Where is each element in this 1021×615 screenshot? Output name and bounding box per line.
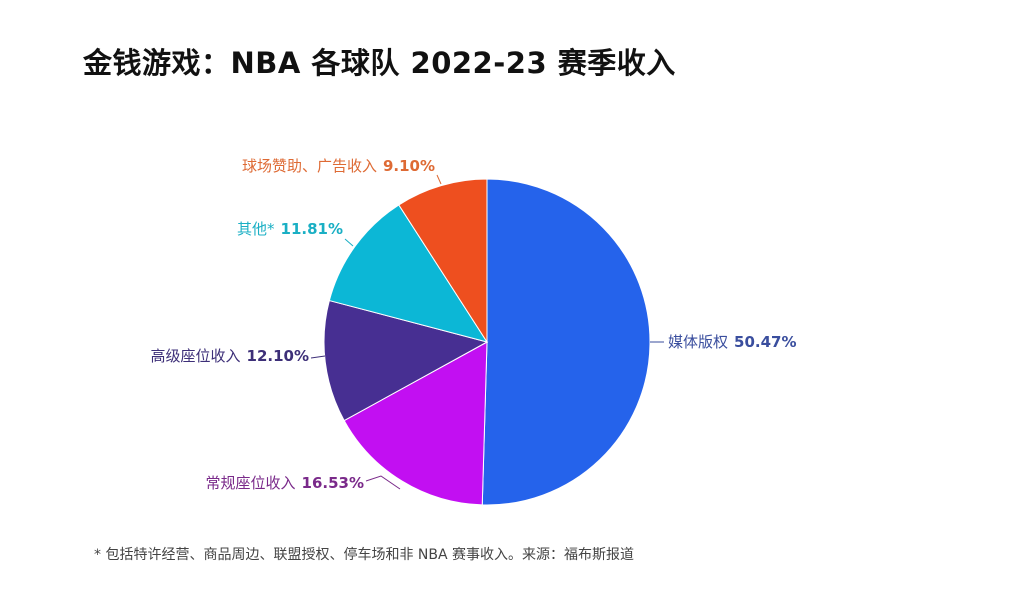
- label-value: 12.10%: [246, 347, 309, 365]
- label-name: 其他*: [237, 220, 275, 238]
- chart-title: 金钱游戏：NBA 各球队 2022-23 赛季收入: [83, 46, 676, 80]
- pie-slice: [481, 178, 651, 506]
- label-name: 常规座位收入: [205, 474, 296, 492]
- label-value: 50.47%: [734, 333, 797, 351]
- leader-line: [310, 355, 326, 359]
- label-value: 16.53%: [301, 474, 364, 492]
- label-sponsorship: 球场赞助、广告收入 9.10%: [242, 157, 435, 175]
- label-value: 11.81%: [280, 220, 343, 238]
- label-name: 媒体版权: [668, 333, 729, 351]
- pie-slice: [343, 341, 488, 506]
- pie-slice: [328, 204, 489, 343]
- label-other: 其他* 11.81%: [237, 220, 343, 238]
- leader-line: [436, 174, 442, 185]
- leader-line: [344, 238, 354, 247]
- label-name: 球场赞助、广告收入: [241, 157, 377, 175]
- label-regular-seats: 常规座位收入 16.53%: [206, 474, 365, 492]
- pie-slice: [323, 299, 489, 422]
- label-premium-seats: 高级座位收入 12.10%: [151, 347, 310, 365]
- pie-slice: [398, 178, 488, 344]
- footnote: * 包括特许经营、商品周边、联盟授权、停车场和非 NBA 赛事收入。来源：福布斯…: [94, 547, 635, 563]
- leader-line: [365, 475, 401, 490]
- label-value: 9.10%: [382, 157, 435, 175]
- label-media-rights: 媒体版权 50.47%: [668, 333, 797, 351]
- label-name: 高级座位收入: [150, 347, 241, 365]
